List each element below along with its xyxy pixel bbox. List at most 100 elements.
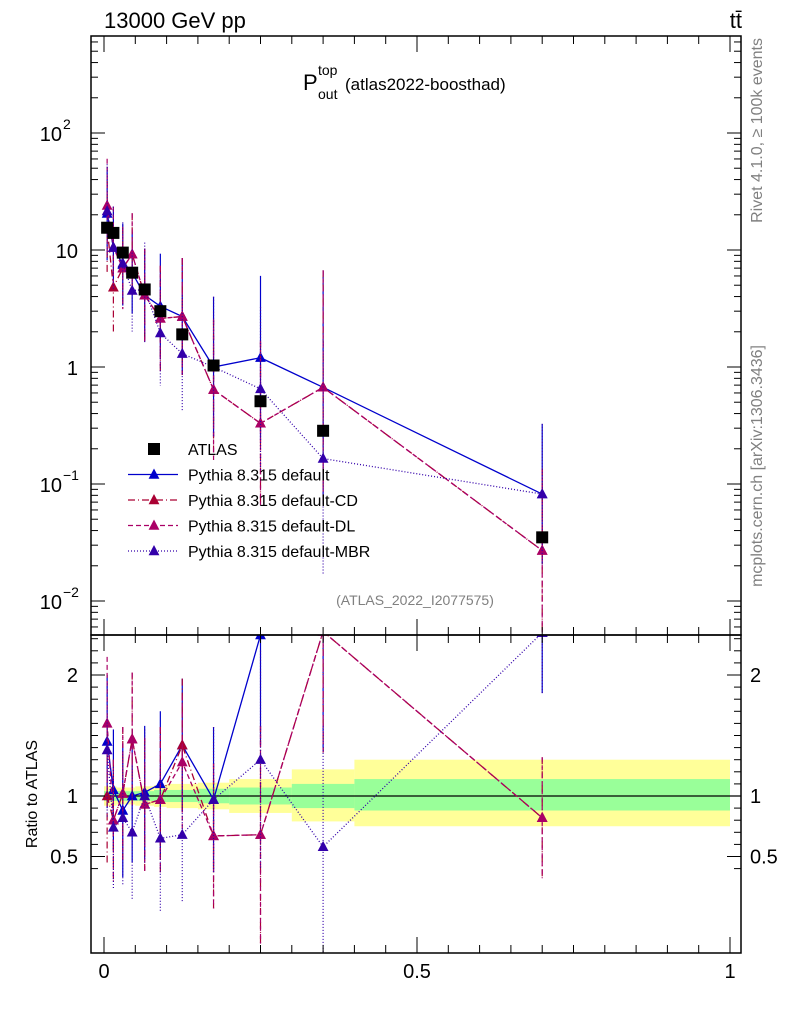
data-point-4 bbox=[138, 283, 151, 296]
data-point-3 bbox=[126, 266, 139, 279]
x-tick-label-0: 0 bbox=[98, 961, 109, 983]
main-x-ticks bbox=[103, 36, 731, 635]
data-point-10 bbox=[536, 531, 549, 544]
marker-mbr-5 bbox=[154, 327, 166, 338]
data-point-5 bbox=[154, 305, 167, 318]
ratio-marker-mbr-2 bbox=[117, 811, 129, 822]
marker-mbr-3 bbox=[126, 284, 138, 295]
ratio-plot-content bbox=[91, 635, 741, 953]
series-line-mbr bbox=[106, 210, 543, 495]
process-label: tt̄ bbox=[730, 8, 742, 33]
ratio-marker-dl-4 bbox=[139, 798, 151, 809]
ratio-ytick-label-left-0: 0.5 bbox=[50, 847, 78, 869]
marker-mbr-8 bbox=[255, 382, 266, 394]
mcplots-label: mcplots.cern.ch [arXiv:1306.3436] bbox=[749, 345, 766, 587]
data-point-2 bbox=[116, 246, 129, 259]
main-plot-content bbox=[101, 158, 549, 633]
legend-marker-default bbox=[148, 468, 160, 479]
title-main: P bbox=[303, 70, 318, 95]
title-sub: out bbox=[318, 86, 338, 102]
ratio-marker-dl-10 bbox=[536, 811, 548, 822]
ratio-marker-mbr-7 bbox=[208, 793, 219, 804]
x-tick-label-2: 1 bbox=[724, 961, 735, 983]
data-point-9 bbox=[317, 424, 330, 437]
marker-cd-1 bbox=[107, 281, 119, 292]
marker-mbr-2 bbox=[117, 257, 129, 268]
ratio-ytick-label-left-1: 1 bbox=[67, 786, 78, 808]
marker-mbr-6 bbox=[176, 347, 188, 358]
main-ytick-label-1: 10 −1 bbox=[40, 467, 79, 497]
x-axis: 0 0.5 1 bbox=[98, 635, 736, 983]
main-ytick-base-3: 10 bbox=[56, 241, 78, 263]
legend-label-cd: Pythia 8.315 default-CD bbox=[188, 493, 358, 510]
ratio-marker-mbr-8 bbox=[255, 753, 266, 764]
ratio-marker-mbr-9 bbox=[317, 840, 329, 852]
ratio-y-axis: 0.5 0.5 1 1 2 2 bbox=[50, 638, 778, 870]
marker-dl-7 bbox=[208, 383, 219, 394]
ratio-ytick-label-right-1: 1 bbox=[750, 786, 761, 808]
main-ytick-label-0: 10 −2 bbox=[40, 584, 79, 614]
ratio-marker-dl-3 bbox=[126, 733, 138, 744]
ratio-y-label: Ratio to ATLAS bbox=[24, 740, 41, 848]
ratio-marker-mbr-1 bbox=[107, 821, 119, 832]
legend-label-dl: Pythia 8.315 default-DL bbox=[188, 519, 355, 536]
ratio-marker-dl-2 bbox=[117, 787, 129, 798]
marker-mbr-1 bbox=[107, 241, 119, 252]
legend-marker-data bbox=[148, 443, 160, 455]
legend-label-data: ATLAS bbox=[188, 442, 238, 459]
ratio-marker-default-5 bbox=[154, 777, 166, 789]
plot-title: P top out (atlas2022-boosthad) bbox=[303, 62, 506, 102]
ratio-frame bbox=[90, 634, 742, 954]
title-suffix: (atlas2022-boosthad) bbox=[345, 75, 506, 94]
legend-marker-cd bbox=[148, 494, 160, 505]
ratio-marker-mbr-5 bbox=[154, 832, 166, 843]
main-ytick-label-3: 10 bbox=[56, 241, 78, 263]
marker-dl-10 bbox=[536, 544, 548, 555]
data-point-1 bbox=[107, 226, 120, 239]
legend: ATLAS Pythia 8.315 default Pythia 8.315 de… bbox=[128, 442, 370, 561]
ratio-marker-mbr-3 bbox=[126, 826, 138, 837]
main-ytick-label-4: 10 2 bbox=[40, 116, 71, 146]
legend-label-mbr: Pythia 8.315 default-MBR bbox=[188, 544, 370, 561]
ratio-panel: 0.5 0.51 12 2 0 0.5 1 Ratio to ATLAS bbox=[24, 634, 778, 983]
main-ytick-exp-4: 2 bbox=[63, 116, 71, 132]
marker-dl-6 bbox=[176, 310, 188, 321]
marker-mbr-9 bbox=[317, 452, 329, 463]
energy-label: 13000 GeV pp bbox=[104, 8, 246, 33]
marker-mbr-10 bbox=[536, 488, 548, 499]
main-ytick-exp-1: −1 bbox=[63, 467, 79, 483]
main-ytick-base-1: 10 bbox=[40, 475, 62, 497]
marker-dl-8 bbox=[255, 417, 266, 428]
main-ytick-base-2: 1 bbox=[67, 358, 78, 380]
ratio-marker-dl-5 bbox=[154, 793, 166, 804]
legend-marker-dl bbox=[148, 519, 160, 530]
ratio-ytick-label-right-0: 0.5 bbox=[750, 847, 778, 869]
data-point-6 bbox=[176, 328, 189, 341]
legend-marker-mbr bbox=[148, 545, 160, 556]
ratio-marker-dl-1 bbox=[107, 814, 119, 825]
rivet-label: Rivet 4.1.0, ≥ 100k events bbox=[749, 38, 766, 223]
marker-dl-5 bbox=[154, 312, 166, 323]
marker-dl-0 bbox=[101, 199, 113, 210]
main-ytick-base-0: 10 bbox=[40, 592, 62, 614]
ratio-ytick-label-right-2: 2 bbox=[750, 665, 761, 687]
ratio-marker-mbr-0 bbox=[101, 744, 113, 755]
x-tick-label-1: 0.5 bbox=[403, 961, 431, 983]
ratio-ytick-label-left-2: 2 bbox=[67, 665, 78, 687]
legend-label-default: Pythia 8.315 default bbox=[188, 468, 330, 485]
data-point-7 bbox=[207, 359, 220, 372]
analysis-id: (ATLAS_2022_I2077575) bbox=[336, 592, 494, 608]
main-ytick-exp-0: −2 bbox=[63, 584, 79, 600]
ratio-marker-dl-6 bbox=[176, 756, 188, 767]
ratio-marker-mbr-6 bbox=[176, 828, 188, 839]
main-ytick-base-4: 10 bbox=[40, 124, 62, 146]
title-sup: top bbox=[318, 62, 338, 78]
ratio-line-dl bbox=[106, 635, 543, 837]
marker-dl-9 bbox=[317, 381, 329, 392]
series-line-default bbox=[106, 213, 543, 495]
marker-mbr-0 bbox=[101, 205, 113, 216]
data-point-8 bbox=[254, 395, 267, 408]
